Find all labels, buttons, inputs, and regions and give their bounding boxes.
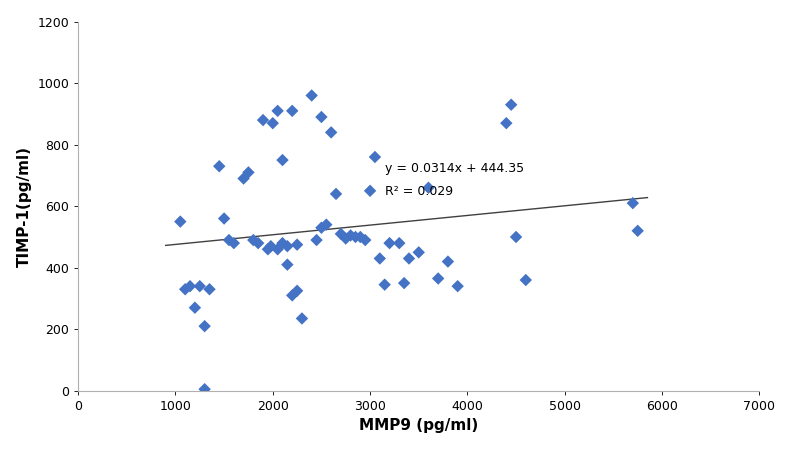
Point [174,218,187,225]
Point [286,292,299,299]
Point [500,120,512,127]
Point [368,153,381,161]
Point [295,315,308,322]
Text: R² = 0.029: R² = 0.029 [385,184,453,198]
Point [520,276,532,284]
Point [188,304,201,311]
Point [413,249,425,256]
Point [238,175,250,182]
Text: y = 0.0314x + 444.35: y = 0.0314x + 444.35 [385,162,524,176]
Point [204,286,216,293]
Point [252,239,265,247]
Point [505,101,517,108]
Point [276,157,289,164]
Point [626,199,639,207]
Point [198,323,211,330]
Point [257,117,269,124]
Point [184,283,196,290]
Point [265,243,277,250]
Point [198,386,211,393]
Point [272,246,284,253]
Point [310,236,323,243]
Point [193,283,206,290]
Point [291,241,303,248]
X-axis label: MMP9 (pg/ml): MMP9 (pg/ml) [359,418,478,433]
Point [261,246,274,253]
Point [329,190,342,198]
Point [402,255,415,262]
Point [393,239,406,247]
Point [359,236,371,243]
Point [354,234,367,241]
Point [374,255,386,262]
Point [266,120,279,127]
Point [247,236,260,243]
Point [340,235,352,242]
Point [349,234,362,241]
Point [218,215,230,222]
Point [272,107,284,114]
Point [383,239,396,247]
Point [364,187,376,194]
Point [345,232,357,239]
Point [291,287,303,294]
Point [286,107,299,114]
Point [451,283,464,290]
Point [432,275,444,282]
Point [510,234,523,241]
Point [442,258,455,265]
Point [242,169,255,176]
Point [398,279,410,287]
Point [325,129,337,136]
Y-axis label: TIMP-1(pg/ml): TIMP-1(pg/ml) [17,146,32,267]
Point [631,227,644,234]
Point [334,230,347,238]
Point [227,239,240,247]
Point [281,261,294,268]
Point [276,239,289,247]
Point [315,113,328,121]
Point [306,92,318,99]
Point [281,243,294,250]
Point [422,184,435,191]
Point [213,162,226,170]
Point [223,236,235,243]
Point [320,221,333,228]
Point [379,281,391,288]
Point [315,224,328,231]
Point [179,286,192,293]
